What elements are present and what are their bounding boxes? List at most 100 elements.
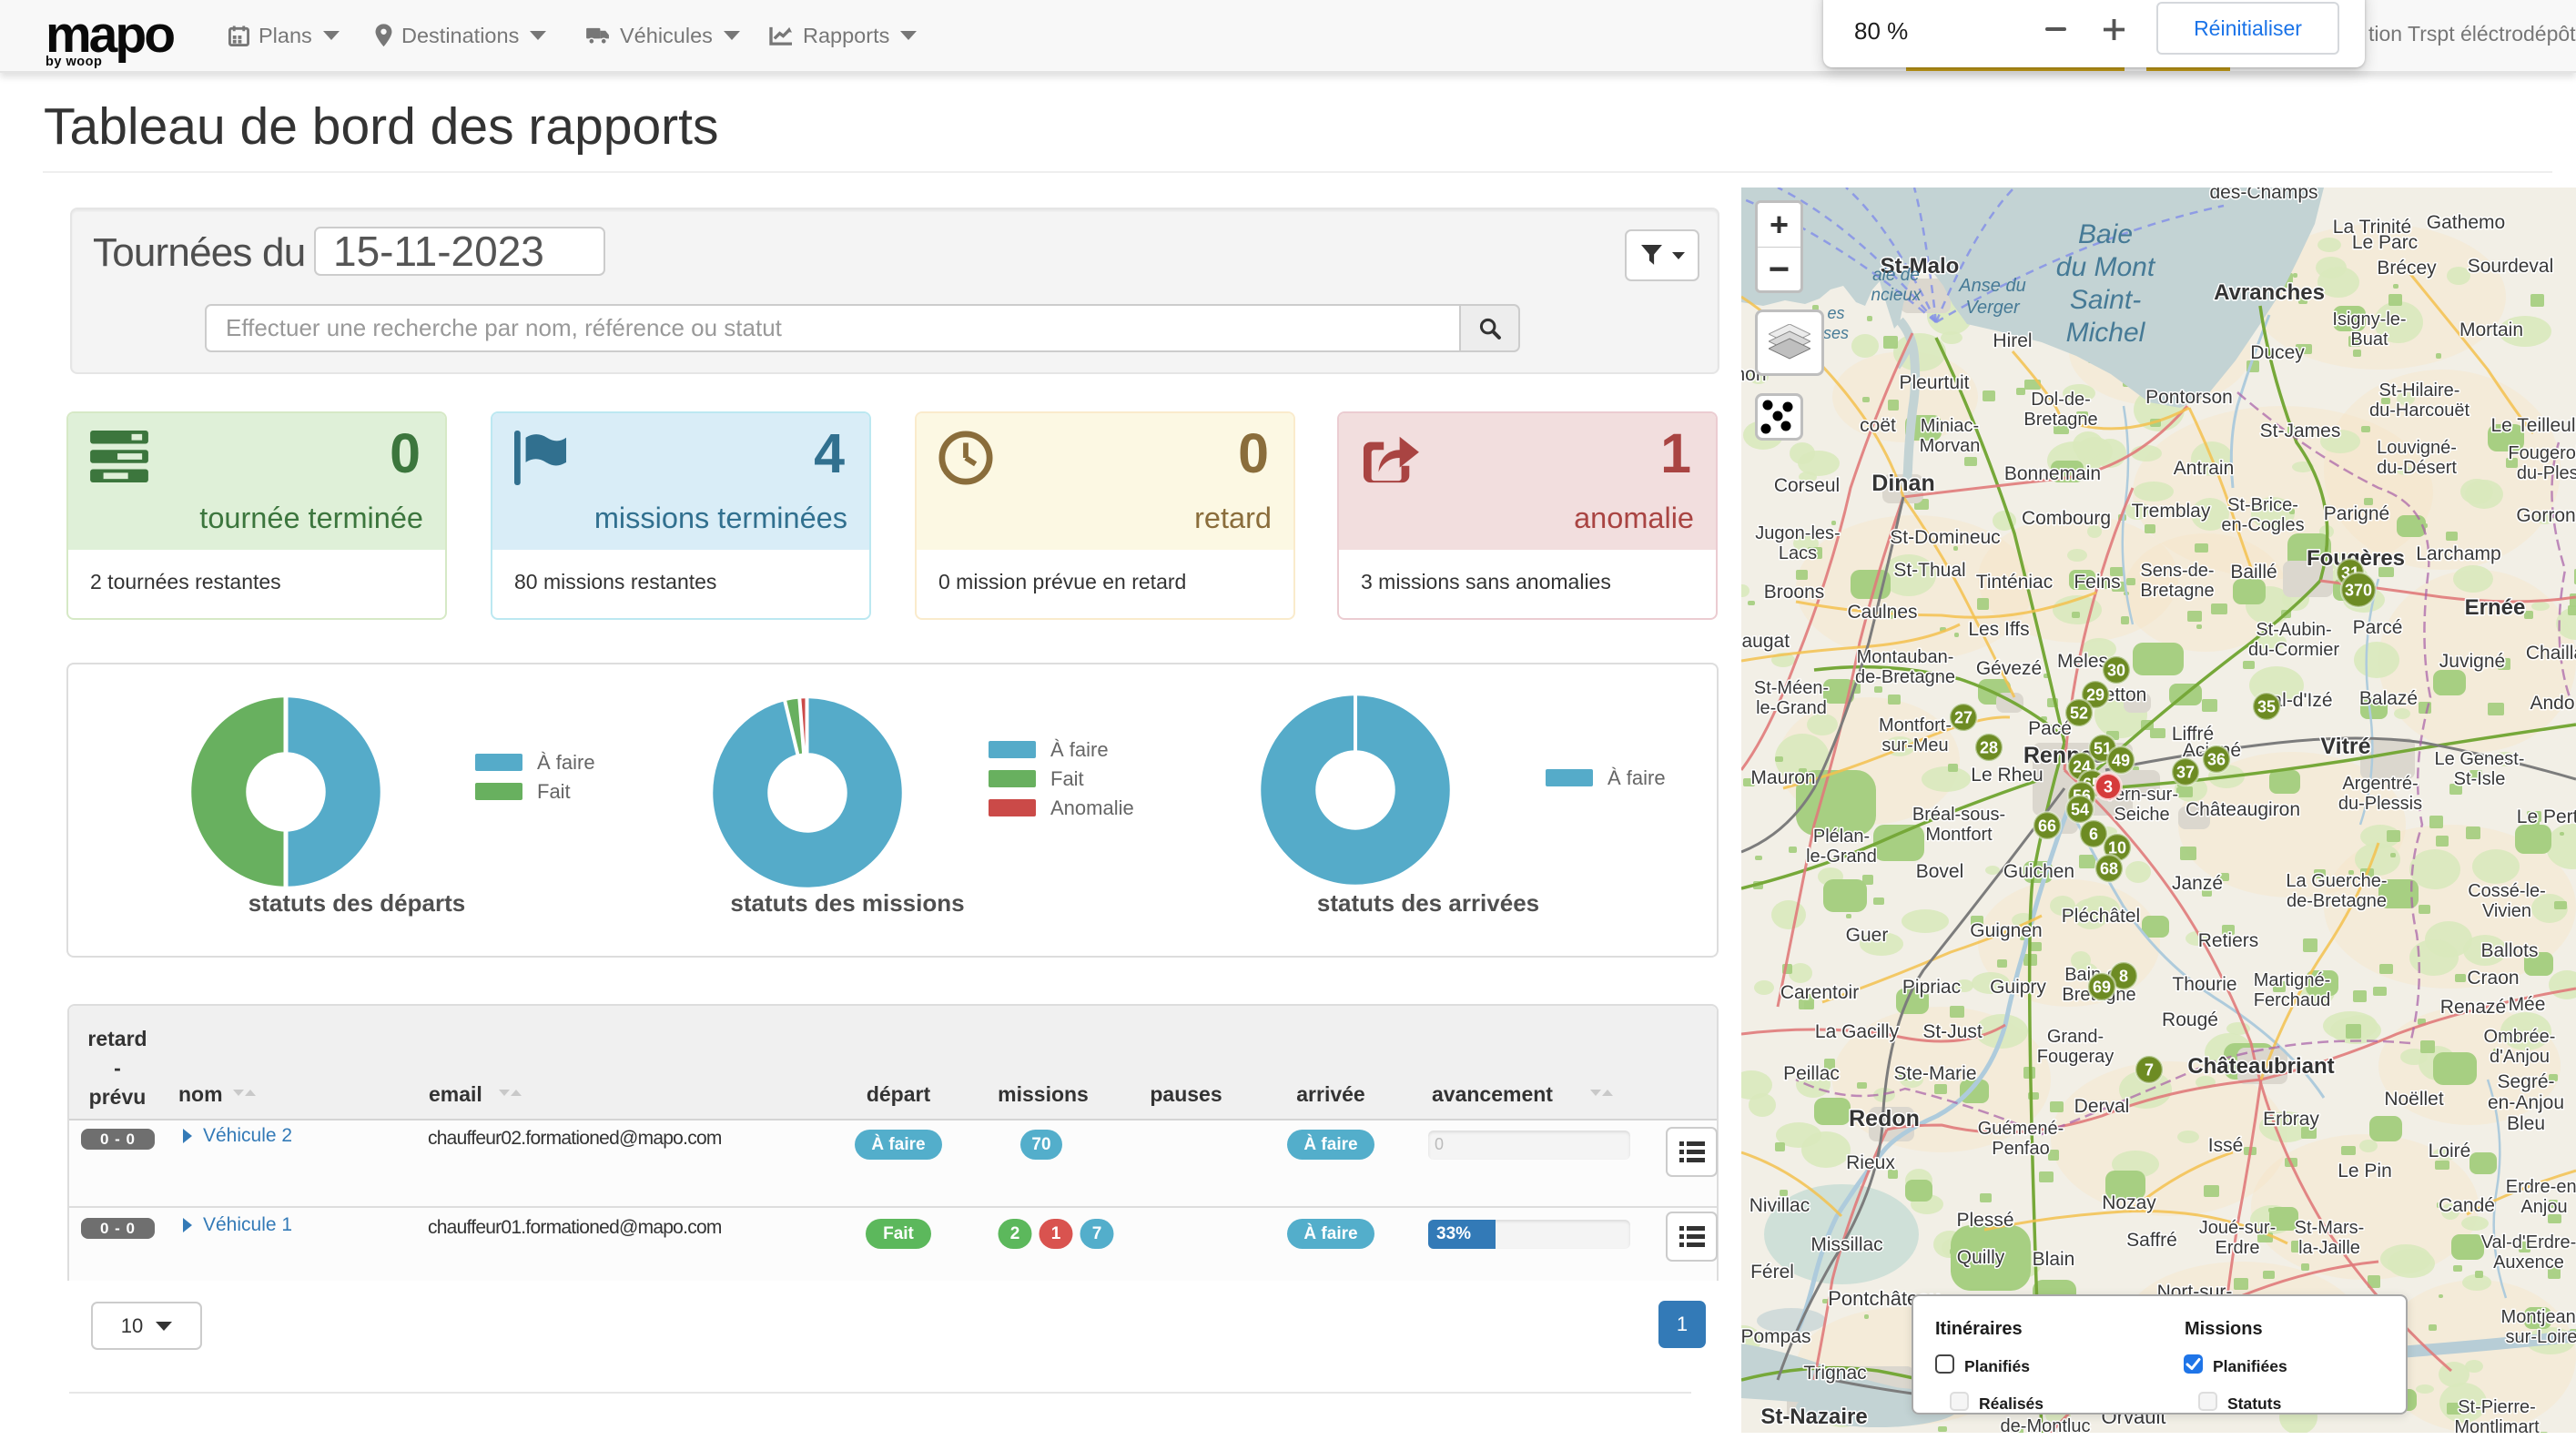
svg-text:Pompas: Pompas (1741, 1326, 1811, 1347)
svg-text:Pacé: Pacé (2028, 718, 2072, 739)
svg-text:Erdre-en-: Erdre-en- (2506, 1177, 2576, 1197)
svg-text:Saffré: Saffré (2126, 1230, 2177, 1251)
svg-text:Issé: Issé (2208, 1135, 2244, 1156)
svg-text:Le Pin: Le Pin (2338, 1161, 2392, 1181)
svg-text:Erdre: Erdre (2216, 1238, 2260, 1258)
svg-text:Janzé: Janzé (2172, 873, 2223, 894)
svg-text:Bretagne: Bretagne (2140, 581, 2214, 601)
svg-text:du-Plessis: du-Plessis (2338, 794, 2422, 814)
svg-text:du-Cormier: du-Cormier (2248, 640, 2339, 660)
svg-text:Sourdeval: Sourdeval (2468, 256, 2554, 277)
svg-text:Plessé: Plessé (1956, 1210, 2013, 1231)
svg-text:7: 7 (2145, 1061, 2154, 1080)
svg-text:aie de: aie de (1872, 266, 1920, 285)
svg-text:St-Isle: St-Isle (2454, 769, 2506, 789)
svg-text:Nivillac: Nivillac (1749, 1195, 1810, 1216)
svg-text:Pléchâtel: Pléchâtel (2062, 906, 2140, 927)
svg-text:6: 6 (2089, 826, 2098, 844)
svg-text:29: 29 (2086, 686, 2104, 705)
svg-text:Thourie: Thourie (2172, 974, 2236, 995)
svg-text:Trignac: Trignac (1803, 1363, 1866, 1384)
svg-text:68: 68 (2100, 860, 2118, 878)
svg-text:27: 27 (1954, 709, 1973, 727)
svg-text:Parigné: Parigné (2324, 503, 2389, 524)
svg-text:Cossé-le-: Cossé-le- (2468, 881, 2546, 901)
svg-text:Saint-: Saint- (2070, 285, 2141, 315)
svg-text:Les Iffs: Les Iffs (1968, 619, 2029, 640)
svg-text:St-Nazaire: St-Nazaire (1760, 1405, 1867, 1429)
svg-text:La Gacilly: La Gacilly (1815, 1021, 1900, 1042)
svg-text:Tinténiac: Tinténiac (1976, 572, 2053, 593)
svg-text:du-Plessis: du-Plessis (2517, 463, 2576, 483)
svg-text:52: 52 (2070, 705, 2088, 723)
svg-text:sur-Meu: sur-Meu (1881, 735, 1948, 755)
svg-text:Balazé: Balazé (2359, 688, 2418, 709)
svg-text:Craon: Craon (2467, 968, 2519, 989)
svg-text:Anjou: Anjou (2520, 1197, 2567, 1217)
svg-text:sur-Loire: sur-Loire (2506, 1327, 2576, 1347)
svg-text:es: es (1827, 304, 1844, 322)
svg-text:Rougé: Rougé (2162, 1009, 2218, 1030)
svg-text:Fougerolles-: Fougerolles- (2508, 443, 2576, 463)
svg-text:35: 35 (2257, 698, 2276, 716)
svg-text:Ballots: Ballots (2480, 940, 2538, 961)
svg-text:Lacs: Lacs (1779, 543, 1817, 563)
svg-text:Brécey: Brécey (2377, 258, 2437, 279)
svg-text:Isigny-le-: Isigny-le- (2332, 309, 2406, 330)
svg-text:Louvigné-: Louvigné- (2377, 438, 2457, 458)
svg-text:Chailla: Chailla (2526, 643, 2576, 664)
svg-text:Combourg: Combourg (2022, 508, 2111, 529)
svg-text:Guer: Guer (1846, 925, 1889, 946)
svg-text:Tremblay: Tremblay (2132, 501, 2211, 522)
svg-text:Noëllet: Noëllet (2384, 1089, 2444, 1110)
svg-text:36: 36 (2207, 751, 2226, 769)
svg-text:Pontorson: Pontorson (2145, 387, 2233, 408)
svg-text:Corseul: Corseul (1774, 475, 1840, 496)
svg-text:Rieux: Rieux (1846, 1152, 1895, 1173)
svg-text:la-Jaille: la-Jaille (2298, 1238, 2360, 1258)
svg-text:Gévezé: Gévezé (1976, 658, 2042, 679)
svg-text:Antrain: Antrain (2174, 458, 2235, 479)
svg-text:Le Genest-: Le Genest- (2435, 749, 2525, 769)
svg-text:Bretagne: Bretagne (2023, 410, 2097, 430)
svg-text:Fougeray: Fougeray (2037, 1047, 2115, 1067)
svg-text:Liffré: Liffré (2172, 724, 2214, 745)
svg-text:8: 8 (2119, 968, 2128, 986)
svg-text:49: 49 (2112, 752, 2130, 770)
svg-text:Juvigné: Juvigné (2439, 651, 2505, 672)
svg-text:Grand-: Grand- (2047, 1027, 2104, 1047)
svg-text:Baillé: Baillé (2230, 562, 2277, 583)
svg-text:Guignen: Guignen (1970, 920, 2042, 941)
svg-text:Candé: Candé (2439, 1195, 2495, 1216)
svg-text:Le Teilleul: Le Teilleul (2490, 415, 2575, 436)
svg-text:Larchamp: Larchamp (2416, 543, 2500, 564)
svg-text:Avranches: Avranches (2214, 280, 2325, 305)
svg-text:Pipriac: Pipriac (1902, 977, 1961, 998)
svg-text:Penfao: Penfao (1992, 1139, 2049, 1159)
svg-text:Argentré-: Argentré- (2342, 774, 2418, 794)
svg-text:Bovel: Bovel (1916, 861, 1964, 882)
svg-text:St-Domineuc: St-Domineuc (1890, 527, 2000, 548)
svg-text:Segré-: Segré- (2497, 1071, 2554, 1092)
svg-text:Joué-sur-: Joué-sur- (2199, 1218, 2276, 1238)
svg-text:Le Rheu: Le Rheu (1971, 765, 2043, 786)
svg-text:28: 28 (1980, 739, 1998, 757)
svg-text:Retiers: Retiers (2198, 930, 2259, 951)
svg-text:Gorron: Gorron (2516, 505, 2575, 526)
svg-text:Mauron: Mauron (1750, 767, 1815, 788)
svg-text:le-Grand: le-Grand (1756, 698, 1827, 718)
svg-text:Michel: Michel (2066, 318, 2146, 348)
svg-text:le-Grand: le-Grand (1806, 847, 1877, 867)
svg-text:Mortain: Mortain (2459, 319, 2523, 340)
svg-text:en-Anjou: en-Anjou (2488, 1092, 2564, 1113)
svg-text:St-Méen-: St-Méen- (1754, 678, 1829, 698)
svg-text:Guipry: Guipry (1990, 977, 2046, 998)
svg-text:Dol-de-: Dol-de- (2031, 390, 2091, 410)
svg-text:Peillac: Peillac (1783, 1063, 1840, 1084)
svg-text:Montauban-: Montauban- (1857, 647, 1954, 667)
svg-text:Le Parc: Le Parc (2352, 232, 2418, 253)
svg-text:Renazé: Renazé (2440, 997, 2506, 1018)
svg-text:La Trinité: La Trinité (2333, 217, 2411, 238)
svg-text:Seiche: Seiche (2114, 805, 2169, 825)
svg-text:du-Harcouët: du-Harcouët (2369, 401, 2470, 421)
